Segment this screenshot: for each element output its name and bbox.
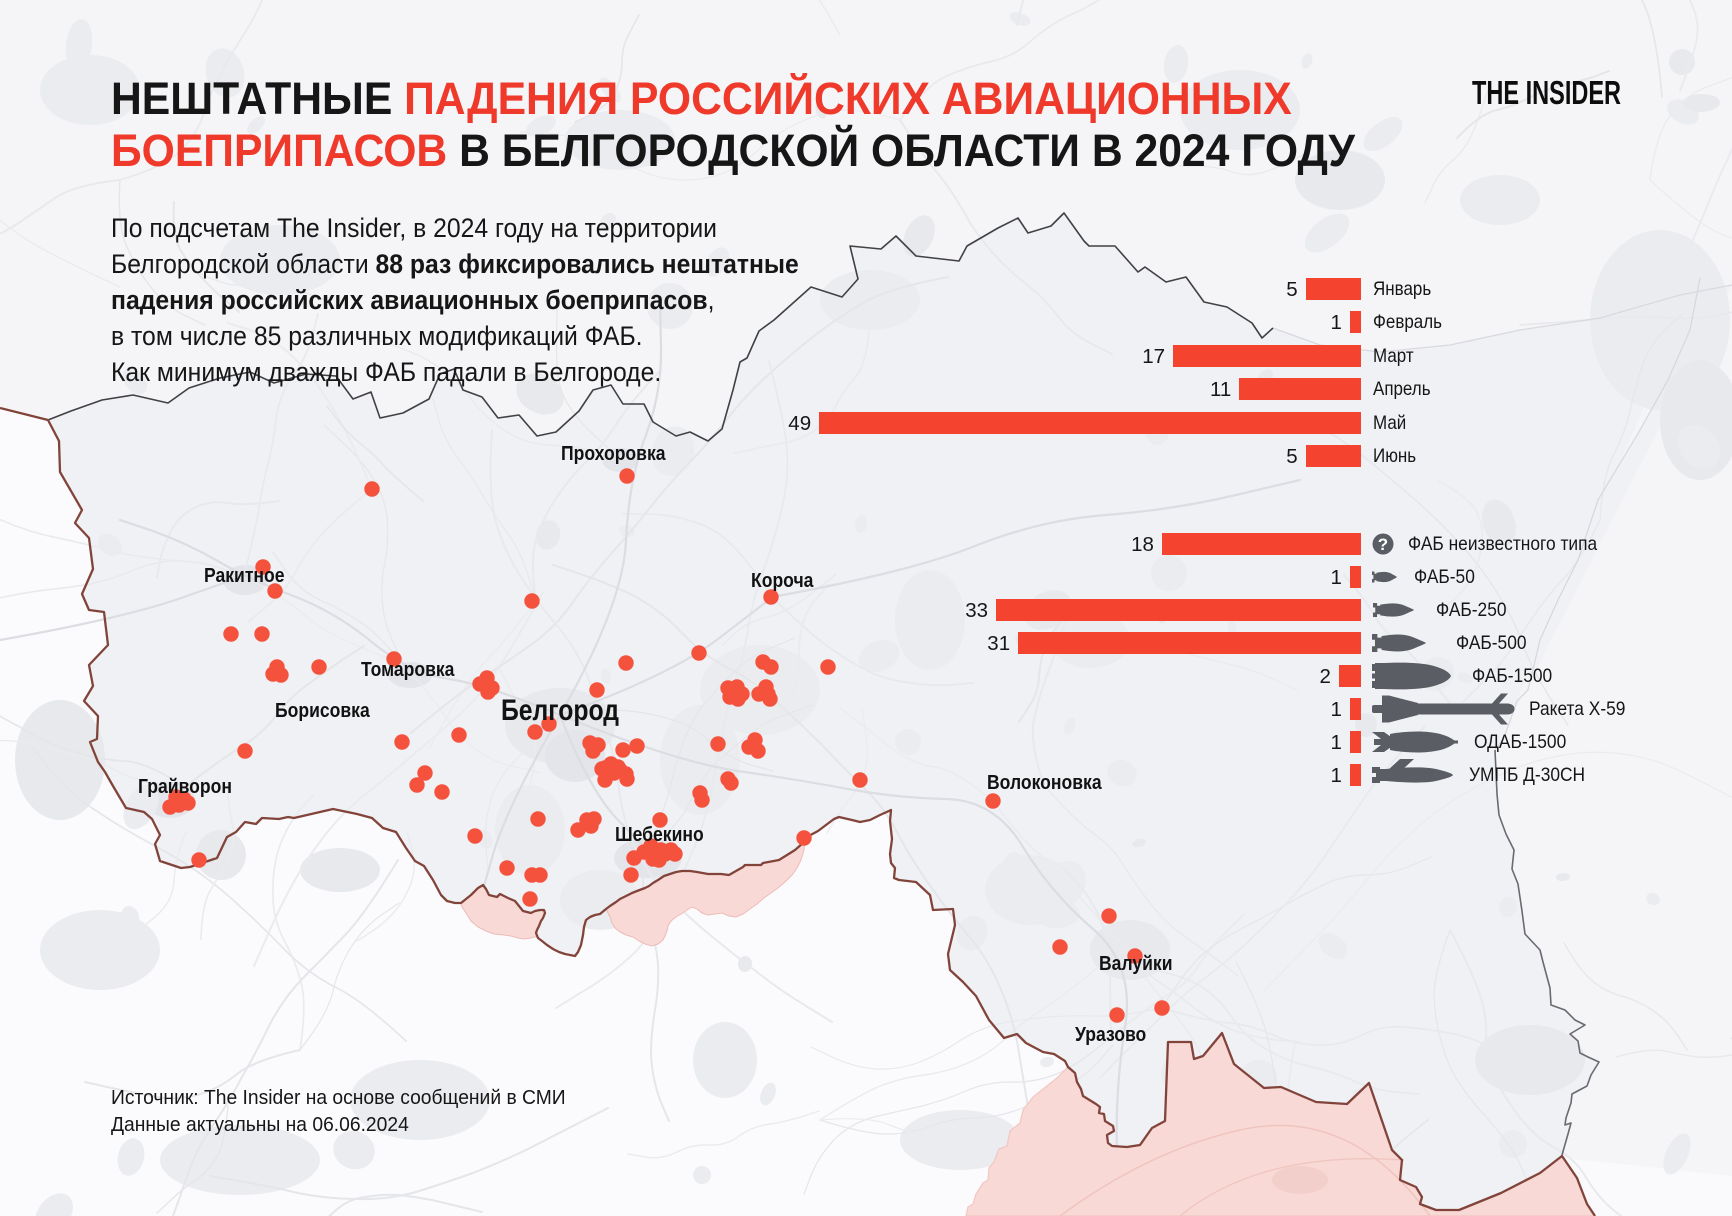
svg-text:?: ? bbox=[1378, 535, 1388, 554]
